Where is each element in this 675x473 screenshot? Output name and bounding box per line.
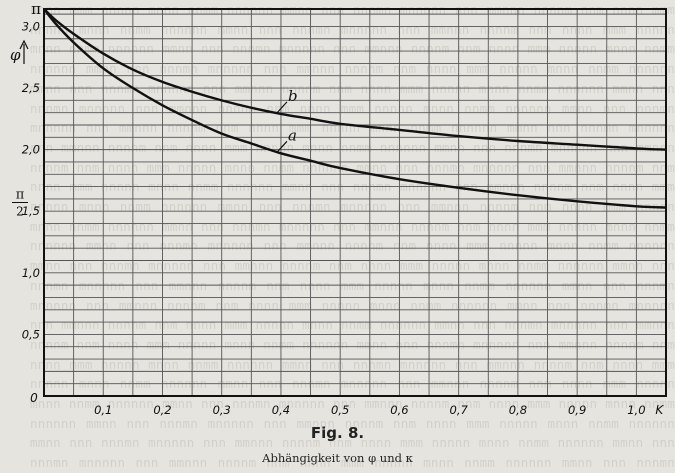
y-axis-arrowhead	[19, 39, 29, 50]
series-label-leader	[276, 101, 288, 114]
tick-labels: 0,1 0,2 0,3 0,4 0,5 0,6 0,7 0,8 0,9 1,0 0 0,5 1,0 1,5…	[12, 0, 646, 417]
y-tick-label: 1,0	[22, 266, 40, 280]
x-tick-label: 0,1	[94, 403, 112, 417]
series-line-a	[43, 8, 667, 209]
x-tick-label: 0,3	[213, 403, 231, 417]
y-special-tick-label: 2	[16, 205, 24, 219]
y-axis-label: φ	[10, 46, 21, 64]
series-lines	[43, 8, 667, 209]
x-tick-label: 0,6	[390, 403, 408, 417]
background-page-texture: nnnn mmm nnnnn mnnn nnmm nnnnnn mmnn nnn…	[30, 2, 675, 471]
series-line-b	[43, 8, 667, 151]
plot-border	[43, 8, 667, 397]
x-tick-label: 0,7	[450, 403, 469, 417]
x-axis-label: K	[655, 403, 664, 417]
y-tick-label: 0,5	[22, 327, 40, 341]
y-tick-label: 2,5	[22, 81, 40, 95]
x-tick-label: 0,8	[509, 403, 527, 417]
y-tick-label: 3,0	[22, 19, 40, 33]
series-labels: ba	[276, 87, 298, 153]
y-special-tick-label: π	[16, 188, 25, 203]
plot-frame	[43, 8, 667, 397]
x-tick-label: 0,9	[568, 403, 586, 417]
y-special-tick-label: π	[31, 0, 41, 18]
axis-labels: Kφ	[10, 39, 664, 417]
series-label: b	[288, 87, 298, 105]
chart-grid	[44, 9, 666, 396]
figure-subtitle: Abhängigkeit von φ und κ	[262, 451, 413, 465]
x-tick-label: 1,0	[627, 403, 645, 417]
x-tick-label: 0,5	[331, 403, 349, 417]
series-label: a	[288, 126, 297, 144]
origin-label: 0	[30, 391, 38, 405]
series-label-leader	[276, 140, 288, 153]
x-tick-label: 0,2	[153, 403, 171, 417]
x-tick-label: 0,4	[272, 403, 290, 417]
figure-title: Fig. 8.	[310, 424, 365, 442]
y-tick-label: 1,5	[22, 204, 40, 218]
y-tick-label: 2,0	[22, 143, 40, 157]
